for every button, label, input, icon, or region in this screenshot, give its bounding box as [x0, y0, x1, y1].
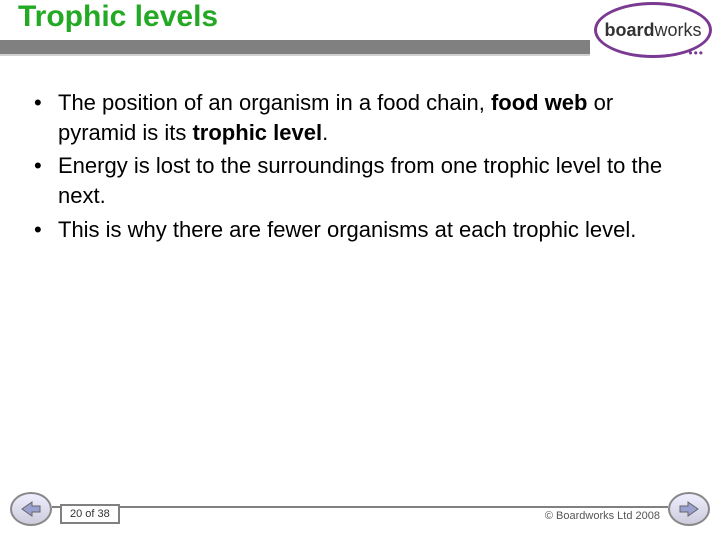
bullet-list: The position of an organism in a food ch…	[28, 88, 692, 244]
footer: 20 of 38 © Boardworks Ltd 2008	[0, 488, 720, 526]
arrow-left-icon	[10, 492, 52, 526]
copyright-text: © Boardworks Ltd 2008	[545, 510, 660, 522]
bullet-item: The position of an organism in a food ch…	[28, 88, 692, 147]
logo-light: works	[655, 20, 702, 40]
logo-dots-icon: •••	[688, 46, 704, 60]
bullet-text-bold: trophic level	[192, 120, 322, 145]
header: Trophic levels boardworks •••	[0, 0, 720, 70]
next-button[interactable]	[668, 492, 710, 526]
bullet-text: The position of an organism in a food ch…	[58, 90, 491, 115]
bullet-item: This is why there are fewer organisms at…	[28, 215, 692, 245]
footer-line	[52, 506, 668, 508]
bullet-text: This is why there are fewer organisms at…	[58, 217, 636, 242]
arrow-right-icon	[668, 492, 710, 526]
bullet-text: Energy is lost to the surroundings from …	[58, 153, 662, 208]
logo-bold: board	[604, 20, 654, 40]
logo: boardworks •••	[594, 2, 712, 64]
slide: Trophic levels boardworks ••• The positi…	[0, 0, 720, 540]
bullet-text-bold: food web	[491, 90, 588, 115]
title-bar	[0, 40, 590, 54]
bullet-text: .	[322, 120, 328, 145]
content-area: The position of an organism in a food ch…	[28, 88, 692, 248]
logo-text: boardworks	[604, 20, 701, 41]
page-indicator: 20 of 38	[60, 504, 120, 524]
slide-title: Trophic levels	[18, 0, 218, 34]
bullet-item: Energy is lost to the surroundings from …	[28, 151, 692, 210]
prev-button[interactable]	[10, 492, 52, 526]
title-underline	[0, 54, 590, 56]
